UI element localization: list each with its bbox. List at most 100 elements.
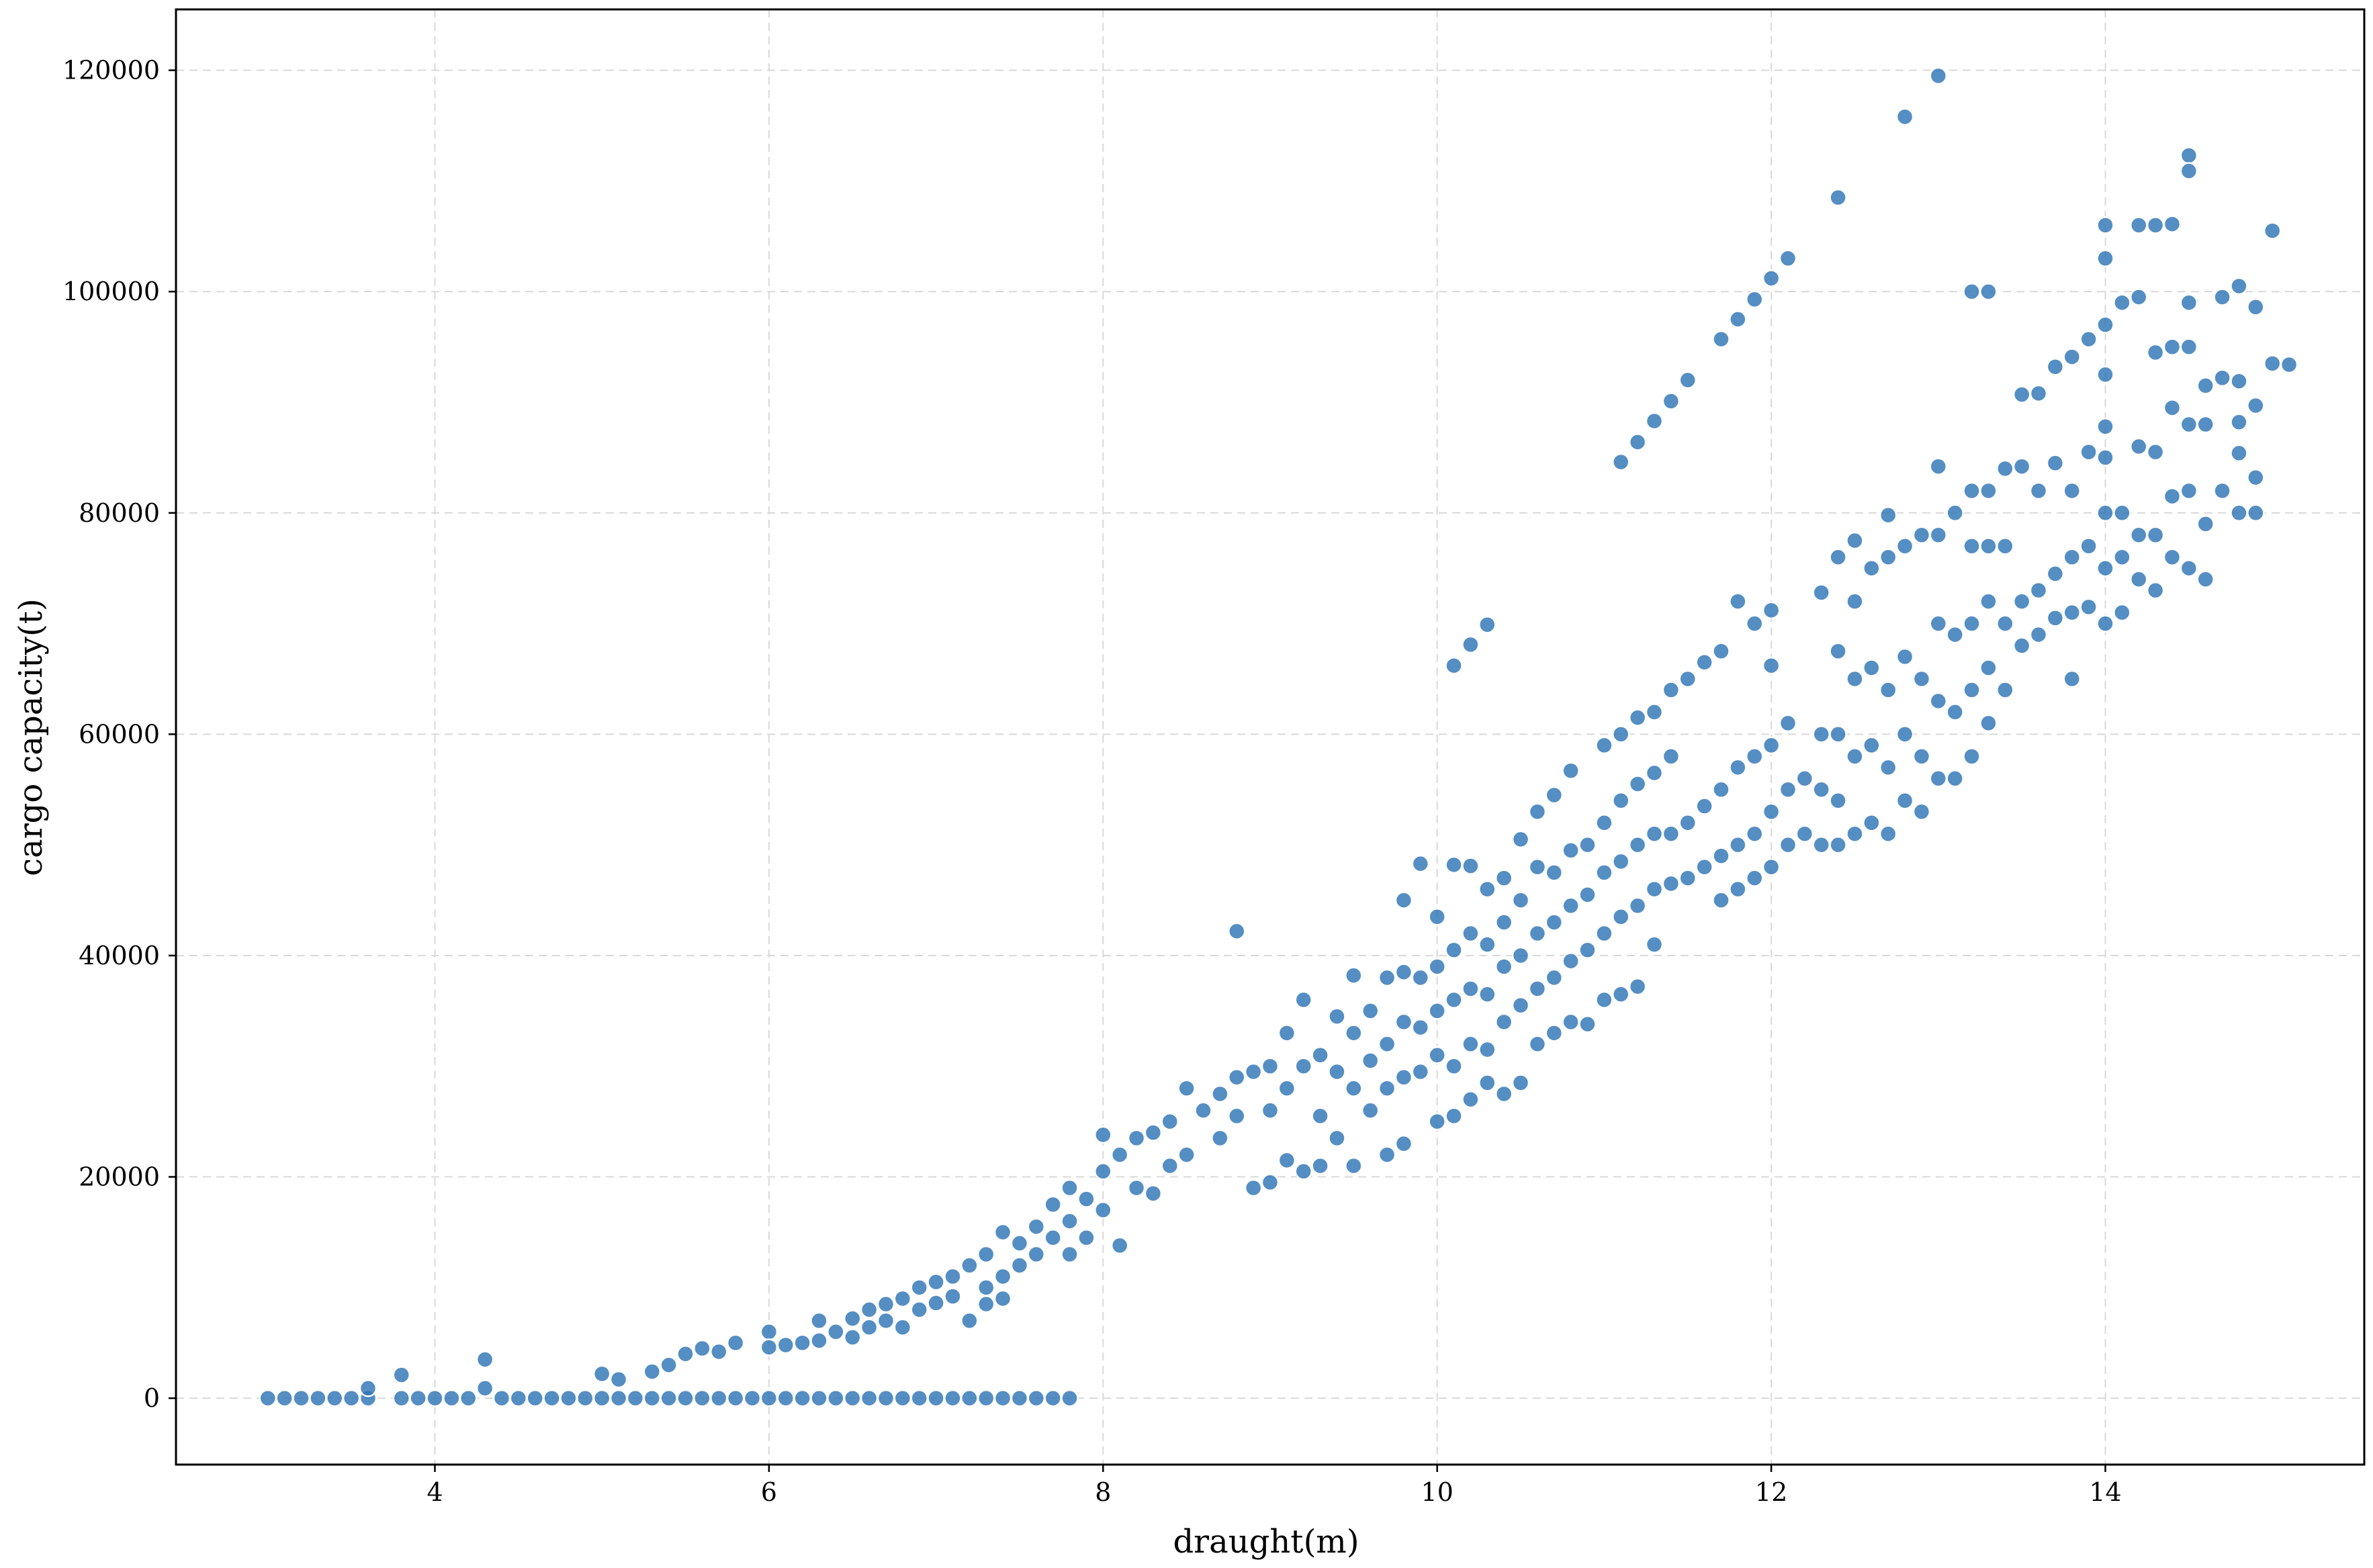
data-point bbox=[810, 1389, 828, 1408]
data-point bbox=[1027, 1217, 1046, 1236]
data-point bbox=[1545, 1024, 1564, 1042]
data-point bbox=[1294, 1057, 1312, 1076]
data-point bbox=[1328, 1007, 1346, 1025]
data-point bbox=[1846, 670, 1864, 688]
data-point bbox=[993, 1389, 1012, 1408]
data-point bbox=[1010, 1389, 1029, 1408]
data-point bbox=[1963, 614, 1981, 633]
data-point bbox=[1445, 656, 1463, 675]
data-point bbox=[2096, 316, 2114, 334]
data-point bbox=[1829, 725, 1847, 743]
data-point bbox=[1394, 1068, 1413, 1087]
data-point bbox=[1895, 725, 1914, 743]
data-point bbox=[1511, 946, 1530, 965]
data-point bbox=[1745, 614, 1764, 633]
data-point bbox=[1228, 922, 1246, 940]
data-point bbox=[1010, 1234, 1029, 1252]
data-point bbox=[1612, 792, 1630, 810]
data-point bbox=[1979, 481, 1998, 500]
data-point bbox=[1094, 1162, 1112, 1181]
data-point bbox=[1779, 714, 1797, 733]
data-point bbox=[592, 1389, 611, 1408]
data-point bbox=[1912, 802, 1931, 821]
y-tick-label: 80000 bbox=[79, 498, 160, 528]
data-point bbox=[1528, 858, 1547, 876]
data-point bbox=[1678, 371, 1697, 389]
data-point bbox=[860, 1301, 879, 1319]
data-point bbox=[2163, 548, 2182, 566]
data-point bbox=[1695, 653, 1713, 672]
data-point bbox=[1595, 813, 1613, 832]
data-point bbox=[1712, 891, 1730, 909]
data-point bbox=[1645, 412, 1664, 430]
data-point bbox=[1211, 1085, 1229, 1103]
x-tick-label: 10 bbox=[1421, 1477, 1453, 1507]
data-point bbox=[1695, 858, 1713, 876]
data-point bbox=[1963, 282, 1981, 301]
data-point bbox=[1044, 1389, 1062, 1408]
data-point bbox=[2180, 481, 2198, 500]
data-point bbox=[1729, 835, 1747, 854]
data-point bbox=[1345, 966, 1363, 984]
data-point bbox=[1428, 1002, 1446, 1020]
data-point bbox=[843, 1328, 862, 1346]
data-point bbox=[927, 1294, 945, 1312]
data-point bbox=[1863, 559, 1881, 578]
y-tick-label: 60000 bbox=[79, 719, 160, 749]
data-point bbox=[1228, 1107, 1246, 1125]
data-point bbox=[1863, 813, 1881, 832]
data-point bbox=[893, 1318, 912, 1336]
data-point bbox=[2079, 330, 2098, 349]
data-point bbox=[1979, 282, 1998, 301]
data-point bbox=[1762, 858, 1781, 876]
data-point bbox=[1745, 747, 1764, 766]
data-point bbox=[1127, 1179, 1146, 1197]
data-point bbox=[1745, 290, 1764, 309]
data-point bbox=[1061, 1389, 1079, 1408]
data-point bbox=[1595, 924, 1613, 943]
data-point bbox=[843, 1389, 862, 1408]
data-point bbox=[1879, 758, 1897, 777]
data-point bbox=[726, 1334, 745, 1352]
data-point bbox=[1345, 1156, 1363, 1175]
data-point bbox=[2063, 670, 2081, 688]
data-point bbox=[1628, 896, 1647, 915]
data-point bbox=[492, 1389, 511, 1408]
y-tick-label: 40000 bbox=[79, 941, 160, 970]
data-point bbox=[1144, 1185, 1163, 1203]
data-point bbox=[1511, 1074, 1530, 1092]
data-point bbox=[1261, 1057, 1280, 1076]
data-point bbox=[609, 1370, 628, 1389]
data-point bbox=[1478, 1074, 1496, 1092]
data-point bbox=[1127, 1129, 1146, 1148]
data-point bbox=[1361, 1101, 1380, 1119]
data-point bbox=[1846, 747, 1864, 766]
data-point bbox=[1612, 725, 1630, 743]
data-point bbox=[1946, 625, 1964, 644]
data-point bbox=[910, 1389, 928, 1408]
data-point bbox=[1729, 758, 1747, 777]
data-point bbox=[2063, 348, 2081, 366]
data-point bbox=[392, 1366, 410, 1384]
data-point bbox=[1311, 1107, 1329, 1125]
data-point bbox=[1762, 802, 1781, 821]
data-point bbox=[476, 1379, 494, 1397]
data-point bbox=[1411, 968, 1430, 987]
data-point bbox=[1779, 780, 1797, 799]
data-point bbox=[1445, 1107, 1463, 1125]
data-point bbox=[1929, 526, 1948, 545]
data-point bbox=[977, 1279, 995, 1297]
data-point bbox=[1812, 584, 1830, 602]
data-point bbox=[1094, 1201, 1112, 1219]
data-point bbox=[760, 1323, 778, 1341]
data-point bbox=[2046, 358, 2065, 376]
data-point bbox=[2247, 504, 2265, 522]
data-point bbox=[1762, 269, 1781, 287]
data-point bbox=[2180, 559, 2198, 578]
data-point bbox=[2163, 215, 2182, 233]
data-point bbox=[877, 1295, 895, 1313]
data-point bbox=[810, 1332, 828, 1350]
data-point bbox=[1445, 990, 1463, 1009]
data-point bbox=[944, 1267, 962, 1286]
